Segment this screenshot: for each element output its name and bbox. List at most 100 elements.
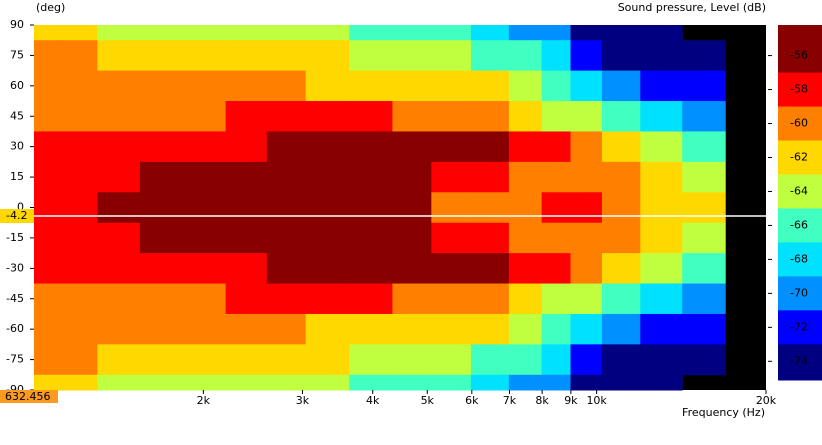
x-axis-label: Frequency (Hz) [682,406,765,419]
heatmap-cell [541,25,572,41]
heatmap-cell [349,374,393,391]
heatmap-cell [508,344,543,376]
colorbar-tick-label: -58 [790,83,808,96]
heatmap-cell [640,40,683,72]
heatmap-cell [34,344,57,376]
heatmap-cell [349,313,393,345]
heatmap-cell [183,161,227,193]
heatmap-cell [305,70,350,102]
heatmap-cell [508,131,543,163]
heatmap-cell [34,313,57,345]
heatmap [34,25,726,391]
heatmap-cell [682,101,726,132]
heatmap-cell [34,131,57,163]
heatmap-cell [570,344,603,376]
heatmap-cell [470,283,510,315]
heatmap-cell [508,283,543,315]
heatmap-cell [392,344,432,376]
heatmap-cell [266,70,307,102]
heatmap-cell [541,192,572,224]
heatmap-cell [266,222,307,254]
heatmap-cell [470,222,510,254]
heatmap-cell [34,253,57,285]
heatmap-cell [682,70,726,102]
heatmap-cell [541,374,572,391]
x-tick-label: 6k [465,394,479,407]
heatmap-cell [183,192,227,224]
heatmap-cell [570,192,603,224]
heatmap-cell [266,283,307,315]
y-tick-label: -15 [6,231,24,244]
heatmap-cell [602,222,641,254]
heatmap-cell [392,192,432,224]
heatmap-cell [305,131,350,163]
heatmap-cell [97,344,141,376]
heatmap-cell [349,344,393,376]
heatmap-cell [570,131,603,163]
heatmap-cell [541,222,572,254]
heatmap-cell [431,161,472,193]
colorbar-band [778,208,822,243]
colorbar-tick-label: -74 [790,354,808,367]
y-tick-label: 60 [10,79,24,92]
heatmap-cell [570,283,603,315]
heatmap-cell [541,70,572,102]
y-tick-label: 90 [10,18,24,31]
heatmap-cell [139,101,185,132]
heatmap-cell [349,161,393,193]
heatmap-cell [349,283,393,315]
heatmap-cell [225,253,268,285]
heatmap-cell [183,283,227,315]
y-tick-label: 75 [10,48,24,61]
heatmap-cell [225,25,268,41]
heatmap-cell [431,283,472,315]
heatmap-cell [56,253,98,285]
heatmap-cell [431,40,472,72]
heatmap-cell [640,131,683,163]
heatmap-cell [682,253,726,285]
heatmap-cell [682,222,726,254]
heatmap-cell [56,313,98,345]
x-tick-label: 8k [535,394,549,407]
heatmap-cell [431,131,472,163]
heatmap-cell [640,101,683,132]
heatmap-cell [682,192,726,224]
heatmap-cell [682,283,726,315]
heatmap-cell [602,25,641,41]
heatmap-cell [139,313,185,345]
heatmap-cell [349,131,393,163]
heatmap-cell [682,313,726,345]
heatmap-cell [431,222,472,254]
heatmap-cell [97,131,141,163]
heatmap-cell [183,101,227,132]
heatmap-cell [139,222,185,254]
heatmap-cell [183,40,227,72]
y-tick-label: 15 [10,170,24,183]
heatmap-cell [139,283,185,315]
heatmap-cell [470,25,510,41]
heatmap-cell [470,161,510,193]
heatmap-cell [56,374,98,391]
heatmap-cell [183,344,227,376]
heatmap-cell [570,40,603,72]
heatmap-cell [34,161,57,193]
heatmap-cell [602,253,641,285]
y-tick-label: -30 [6,261,24,274]
y-tick-label: -45 [6,292,24,305]
heatmap-cell [640,313,683,345]
heatmap-cell [225,161,268,193]
heatmap-cell [431,344,472,376]
heatmap-cell [508,222,543,254]
heatmap-cell [640,161,683,193]
heatmap-cell [602,192,641,224]
heatmap-cell [34,101,57,132]
heatmap-cell [602,161,641,193]
heatmap-cell [392,374,432,391]
heatmap-cell [570,25,603,41]
heatmap-cell [349,101,393,132]
cursor-y-box [0,209,34,224]
heatmap-cell [225,131,268,163]
heatmap-cell [266,344,307,376]
heatmap-cell [640,344,683,376]
heatmap-cell [266,161,307,193]
